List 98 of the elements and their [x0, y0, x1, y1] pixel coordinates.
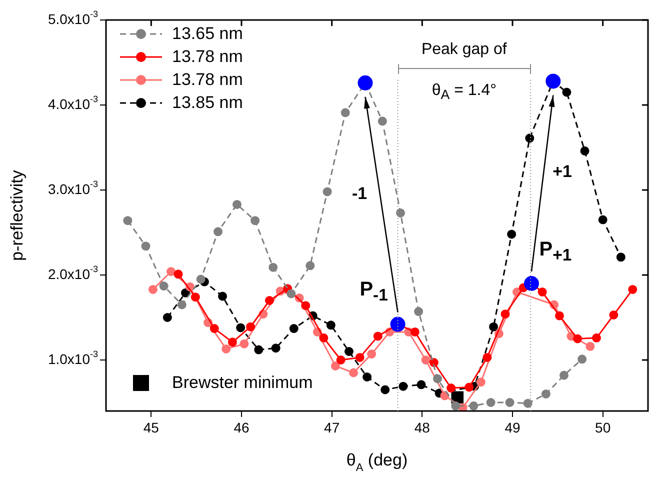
point	[340, 108, 350, 118]
point	[141, 242, 150, 251]
point	[505, 398, 514, 407]
point	[592, 333, 602, 342]
point	[349, 368, 358, 378]
point	[559, 370, 568, 380]
point	[289, 324, 298, 334]
point	[578, 354, 587, 364]
legend-label: 13.78 nm	[172, 70, 243, 90]
annotation: +1	[552, 162, 572, 182]
annotation: P$_{-1}$	[360, 278, 388, 305]
legend-label: Brewster minimum	[172, 372, 313, 392]
legend-label: 13.78 nm	[172, 46, 243, 66]
point	[523, 398, 532, 408]
point	[414, 307, 424, 316]
point	[250, 216, 260, 226]
point	[573, 334, 582, 344]
point	[174, 270, 183, 279]
point	[416, 380, 426, 390]
point	[367, 350, 376, 359]
point	[464, 382, 474, 392]
point	[232, 200, 242, 209]
point	[228, 338, 237, 347]
point	[398, 382, 408, 391]
point	[210, 324, 219, 334]
point	[446, 384, 456, 393]
point	[286, 289, 296, 298]
point	[319, 333, 328, 342]
point	[177, 300, 186, 310]
legend-label: 13.85 nm	[172, 92, 243, 112]
point	[609, 310, 618, 320]
point	[355, 352, 364, 362]
x-tick-label: 48	[414, 419, 430, 436]
y-axis-title: p-reflectivity	[8, 170, 27, 261]
point	[482, 352, 492, 362]
point	[598, 215, 608, 224]
point	[240, 339, 249, 348]
point	[525, 134, 534, 143]
point	[236, 323, 246, 332]
annotation: -1	[352, 184, 368, 203]
point	[562, 88, 572, 97]
point	[322, 187, 332, 196]
point	[218, 292, 228, 301]
point	[538, 288, 547, 296]
point	[476, 378, 486, 387]
point	[489, 322, 498, 332]
x-tick-label: 50	[595, 419, 611, 436]
point	[500, 310, 510, 319]
point	[469, 401, 478, 410]
point	[265, 296, 274, 305]
point	[336, 356, 346, 364]
point	[196, 274, 206, 284]
point	[421, 356, 430, 364]
point	[373, 332, 382, 341]
annotation: θ$_{A}$ = 1.4°	[432, 82, 496, 102]
point	[166, 267, 176, 276]
point	[123, 216, 132, 226]
point	[148, 284, 158, 294]
x-tick-label: 46	[234, 419, 250, 436]
x-tick-label: 49	[504, 419, 520, 436]
legend-label: 13.65 nm	[172, 24, 243, 44]
point	[616, 252, 626, 262]
point	[362, 372, 372, 382]
point	[326, 320, 336, 330]
point	[330, 361, 340, 370]
point	[246, 322, 256, 332]
annotation: Peak gap of	[421, 41, 507, 58]
point	[390, 316, 406, 332]
point	[380, 385, 390, 394]
point	[306, 261, 315, 270]
point	[222, 344, 231, 354]
point	[486, 398, 496, 407]
point	[546, 74, 561, 89]
point	[580, 146, 590, 156]
point	[254, 345, 264, 354]
point	[507, 230, 516, 239]
point	[433, 374, 442, 384]
point	[524, 276, 539, 291]
point	[554, 311, 564, 320]
point	[541, 390, 550, 398]
x-tick-label: 45	[143, 419, 160, 436]
point	[268, 262, 278, 272]
point	[410, 327, 420, 336]
annotation: P$_{+1}$	[539, 238, 572, 264]
point	[271, 344, 280, 353]
point	[214, 227, 223, 236]
point	[159, 282, 168, 291]
point	[301, 301, 310, 310]
point	[344, 347, 354, 356]
point	[190, 292, 200, 302]
point	[396, 208, 405, 218]
point	[358, 75, 373, 90]
point	[378, 116, 387, 126]
point	[162, 313, 172, 322]
point	[586, 342, 595, 351]
point	[628, 284, 638, 294]
x-tick-label: 47	[324, 419, 340, 436]
point	[451, 401, 460, 410]
